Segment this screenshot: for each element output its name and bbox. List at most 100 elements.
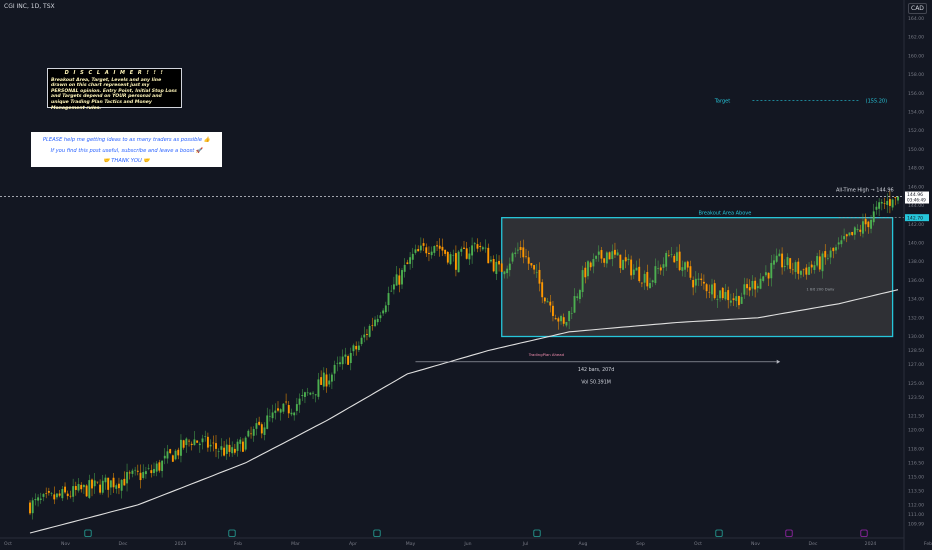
- event-markers[interactable]: [84, 529, 868, 537]
- candle-body: [180, 439, 182, 456]
- candle-body: [109, 480, 112, 488]
- candle-body: [740, 296, 743, 304]
- candle-body: [802, 269, 805, 271]
- candle-body: [182, 440, 185, 448]
- candle-body: [282, 403, 285, 412]
- bar-countdown: 03:46:49: [907, 198, 926, 203]
- price-tick-label: 118.00: [908, 446, 924, 452]
- breakout-label: Breakout Area Above: [699, 211, 752, 217]
- price-tick-label: 146.00: [908, 184, 924, 190]
- candle-body: [789, 258, 792, 269]
- candle-body: [120, 479, 123, 491]
- candle-body: [773, 260, 775, 265]
- candle-body: [244, 437, 247, 450]
- candle-body: [201, 438, 204, 443]
- candle-body: [638, 266, 641, 282]
- price-axis[interactable]: 164.00 162.00 160.00 158.00 156.00 154.00 152.…: [908, 16, 924, 527]
- target-value: (155.20): [866, 99, 887, 105]
- time-tick-label: May: [406, 541, 416, 547]
- candle-body: [843, 236, 846, 240]
- last-price-value: 144.96: [907, 192, 923, 198]
- candle-body: [153, 468, 155, 474]
- candle-body: [166, 451, 169, 459]
- candle-body: [217, 451, 220, 452]
- candle-body: [678, 251, 681, 271]
- candle-body: [255, 423, 258, 429]
- time-axis[interactable]: Oct Nov Dec 2023 Feb Mar Apr May Jun Jul Aug Sep Oct…: [4, 541, 932, 547]
- symbol-title[interactable]: CGI INC, 1D, TSX: [4, 3, 55, 10]
- price-tick-label: 142.00: [908, 222, 924, 228]
- breakout-range-box[interactable]: [501, 217, 894, 338]
- price-tags: 144.96 03:46:49 142.70: [905, 191, 929, 221]
- candle-body: [58, 493, 61, 496]
- candle-body: [535, 271, 538, 273]
- candle-body: [727, 290, 730, 301]
- candle-body: [118, 483, 120, 489]
- time-tick-label: Feb: [924, 541, 932, 547]
- candle-body: [614, 249, 616, 255]
- candle-body: [395, 274, 398, 286]
- candle-body: [285, 401, 288, 403]
- candle-body: [204, 436, 207, 437]
- price-tick-label: 160.00: [908, 53, 924, 59]
- candle-body: [578, 290, 581, 299]
- currency-badge[interactable]: CAD: [908, 3, 927, 14]
- candle-body: [581, 270, 584, 293]
- candle-body: [826, 258, 829, 259]
- price-tick-label: 132.00: [908, 315, 924, 321]
- candle-body: [576, 296, 579, 298]
- candle-body: [554, 318, 557, 320]
- candle-body: [619, 254, 622, 269]
- price-tick-label: 121.50: [908, 414, 924, 420]
- candle-body: [845, 234, 848, 237]
- candle-body: [85, 485, 88, 497]
- candle-body: [888, 199, 891, 206]
- candle-body: [101, 480, 104, 493]
- candle-body: [829, 250, 832, 258]
- candle-body: [794, 262, 797, 273]
- candle-body: [268, 415, 271, 417]
- candle-body: [721, 287, 724, 299]
- candle-body: [401, 270, 403, 285]
- candle-body: [295, 404, 298, 411]
- candle-body: [91, 479, 93, 489]
- candle-body: [128, 472, 131, 474]
- event-marker-icon: [228, 529, 236, 537]
- candle-body: [330, 374, 333, 382]
- candle-body: [139, 472, 142, 481]
- event-marker-icon: [715, 529, 723, 537]
- price-tick-label: 144.00: [908, 203, 924, 209]
- candle-body: [236, 441, 239, 451]
- candle-body: [34, 499, 37, 501]
- candle-body: [479, 245, 482, 248]
- candle-body: [552, 305, 554, 316]
- candle-body: [293, 412, 296, 416]
- candle-body: [589, 262, 592, 268]
- candle-body: [45, 493, 48, 494]
- candle-body: [322, 372, 325, 387]
- candle-body: [96, 481, 99, 483]
- candle-body: [659, 267, 662, 271]
- candle-body: [231, 447, 234, 454]
- candle-body: [414, 249, 417, 253]
- candle-body: [762, 276, 765, 281]
- price-tick-label: 112.00: [908, 503, 924, 509]
- candle-body: [88, 480, 91, 498]
- candle-body: [754, 280, 757, 290]
- candle-body: [818, 256, 821, 270]
- candle-body: [347, 356, 350, 365]
- candle-body: [271, 412, 274, 419]
- candle-body: [608, 252, 611, 260]
- candle-body: [454, 253, 457, 270]
- candle-body: [177, 449, 180, 456]
- time-tick-label: Dec: [809, 541, 818, 547]
- candle-body: [233, 448, 236, 453]
- candle-body: [549, 301, 552, 306]
- candle-body: [624, 257, 627, 262]
- candle-body: [136, 470, 139, 472]
- candle-body: [719, 290, 722, 299]
- price-tick-label: 150.00: [908, 147, 924, 153]
- time-tick-label: Aug: [579, 541, 588, 547]
